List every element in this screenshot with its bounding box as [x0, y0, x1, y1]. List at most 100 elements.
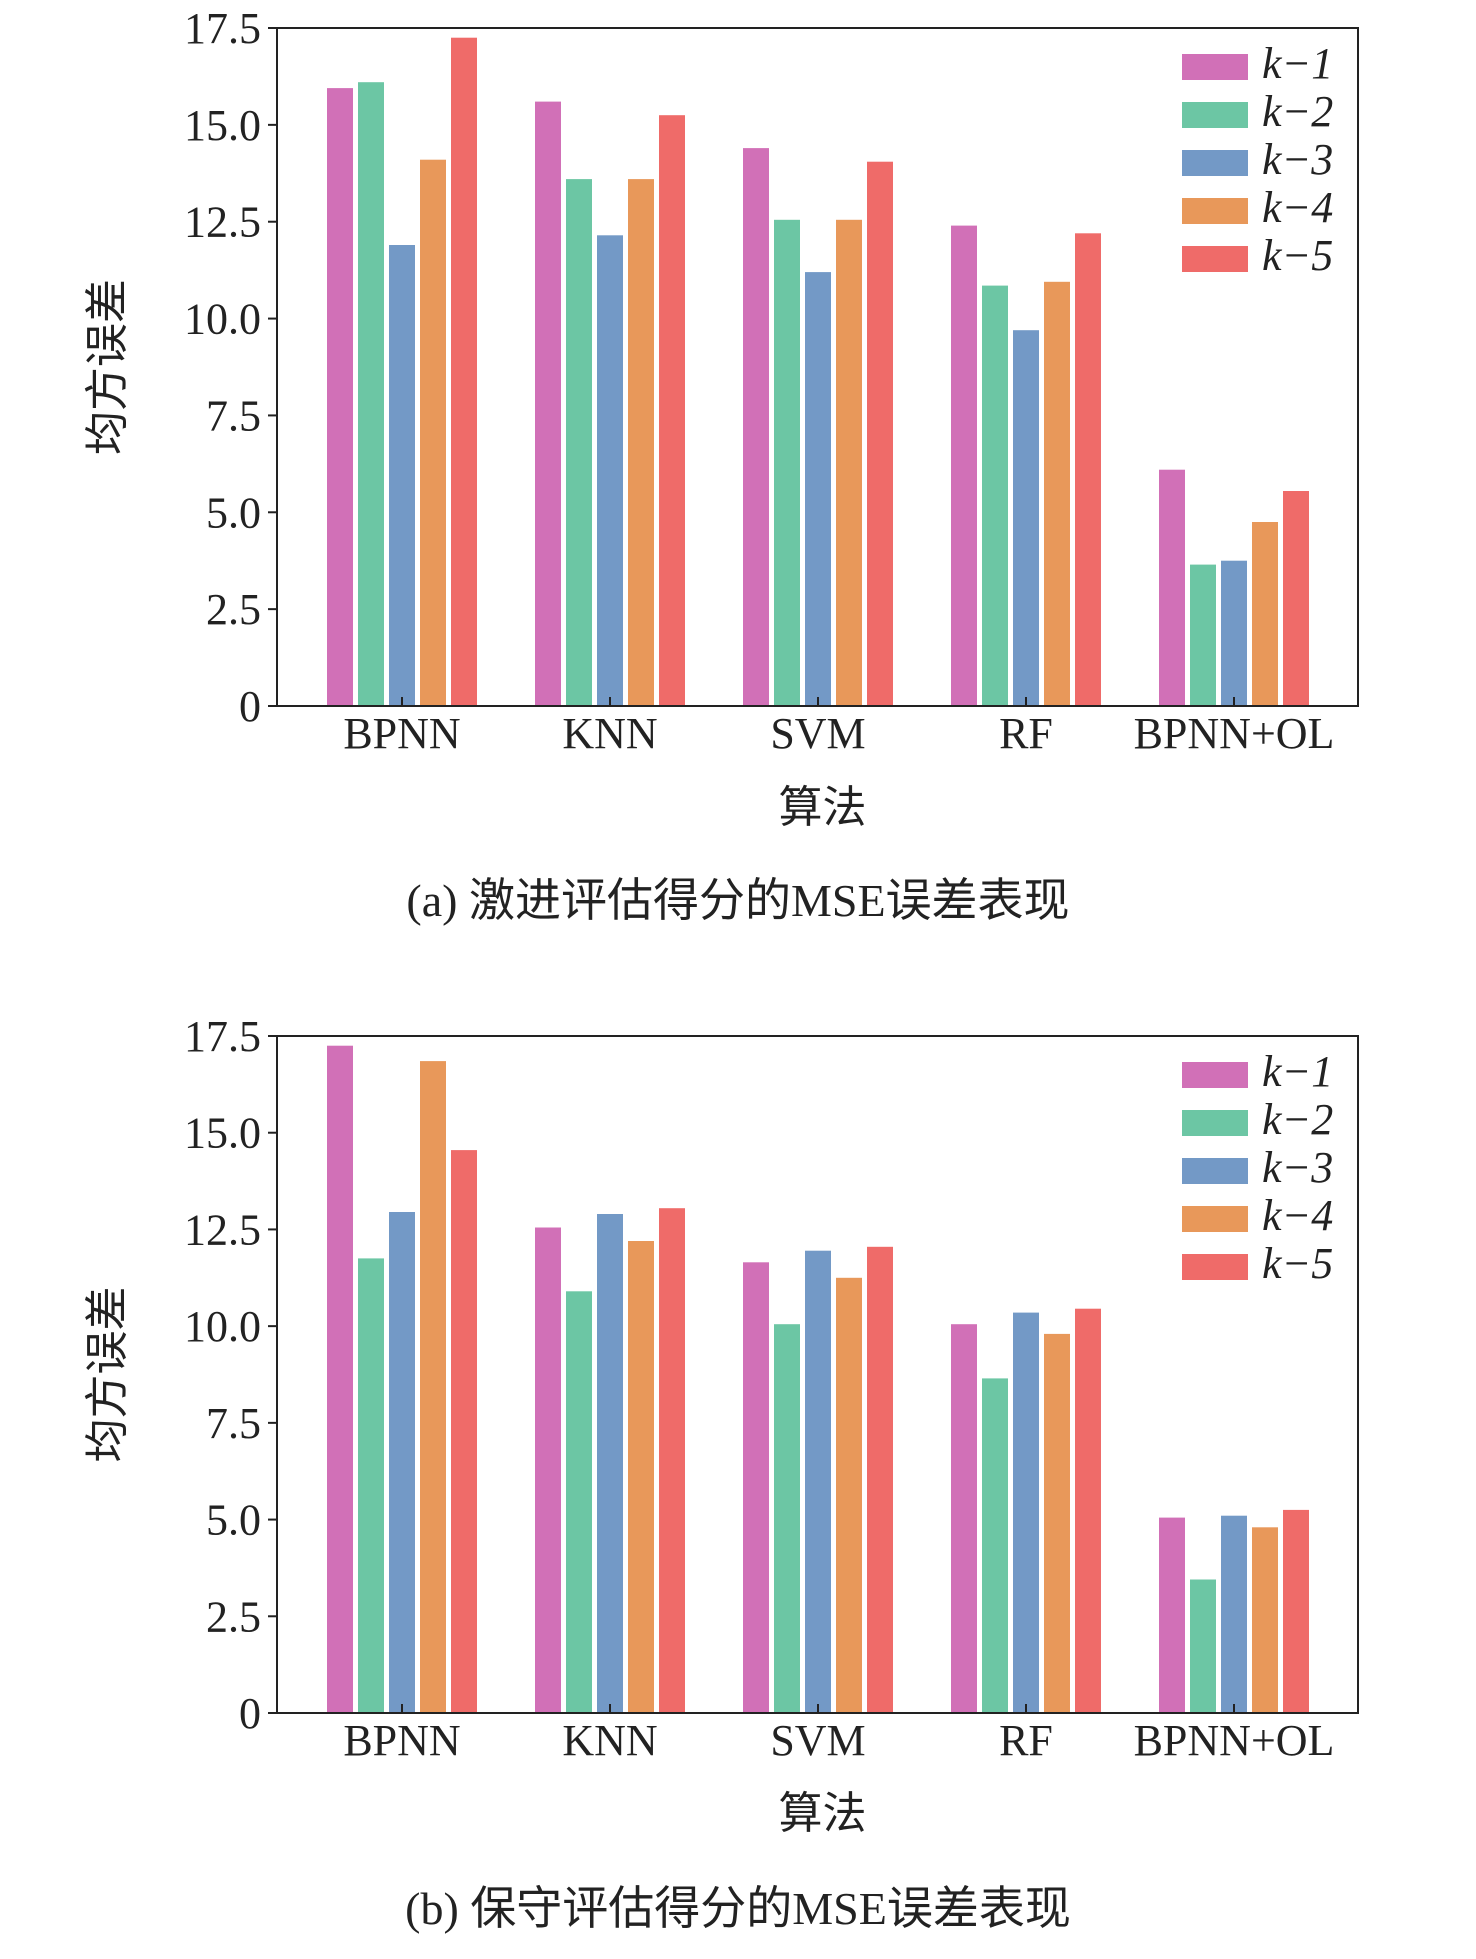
legend-swatch: [1182, 1062, 1248, 1088]
bar-bpnn-ol-5: [1283, 1509, 1309, 1713]
chart-caption: (a) 激进评估得分的MSE误差表现: [406, 875, 1069, 926]
x-tick-label: KNN: [562, 1716, 657, 1765]
bar-rf-3: [1013, 330, 1039, 706]
legend-swatch: [1182, 246, 1248, 272]
bar-knn-5: [659, 1208, 685, 1713]
bar-rf-1: [951, 225, 977, 706]
y-tick-label: 12.5: [184, 198, 261, 247]
bar-knn-3: [597, 235, 623, 707]
legend-label: k−3: [1262, 1143, 1333, 1192]
bar-svm-2: [774, 219, 800, 707]
legend: k−1k−2k−3k−4k−5: [1182, 1047, 1333, 1288]
bar-bpnn-ol-3: [1221, 560, 1247, 706]
y-tick-label: 17.5: [184, 4, 261, 53]
bar-rf-1: [951, 1324, 977, 1713]
legend-label: k−4: [1262, 183, 1333, 232]
bar-bpnn-5: [451, 37, 477, 706]
x-tick-label: BPNN+OL: [1134, 709, 1335, 758]
bar-knn-4: [628, 1241, 654, 1713]
bar-svm-4: [836, 1277, 862, 1713]
bar-knn-4: [628, 179, 654, 707]
x-tick-label: KNN: [562, 709, 657, 758]
x-tick-label: BPNN: [343, 709, 460, 758]
bar-svm-5: [867, 1246, 893, 1713]
y-tick-label: 0: [239, 1689, 261, 1738]
y-tick-label: 2.5: [206, 1592, 261, 1641]
bar-rf-2: [982, 1378, 1008, 1713]
legend-swatch: [1182, 150, 1248, 176]
legend-swatch: [1182, 102, 1248, 128]
bar-knn-2: [566, 179, 592, 707]
chart-panel-b: 0 2.5 5.0 7.5 10.0 12.5 15.0 17.5 BPNN KNN SVM RF BP…: [83, 1012, 1359, 1934]
bar-rf-5: [1075, 1308, 1101, 1713]
bar-bpnn-ol-3: [1221, 1515, 1247, 1713]
x-axis-title: 算法: [779, 1789, 867, 1838]
legend-label: k−1: [1262, 1047, 1333, 1096]
bar-bpnn-ol-1: [1159, 1517, 1185, 1713]
bar-rf-4: [1044, 281, 1070, 706]
x-tick-label: SVM: [770, 1716, 865, 1765]
bar-bpnn-ol-2: [1190, 1579, 1216, 1713]
y-tick-label: 5.0: [206, 1496, 261, 1545]
bar-bpnn-4: [420, 159, 446, 706]
y-tick-label: 10.0: [184, 295, 261, 344]
legend-label: k−5: [1262, 1239, 1333, 1288]
bar-svm-1: [743, 1262, 769, 1713]
bar-rf-3: [1013, 1312, 1039, 1713]
chart-panel-a: 0 2.5 5.0 7.5 10.0 12.5 15.0 17.5 BPNN KNN SVM RF BP…: [83, 4, 1359, 926]
legend: k−1k−2k−3k−4k−5: [1182, 39, 1333, 280]
legend-label: k−2: [1262, 1095, 1333, 1144]
bar-svm-5: [867, 161, 893, 706]
bar-svm-3: [805, 272, 831, 706]
bar-bpnn-ol-4: [1252, 1527, 1278, 1713]
bar-bpnn-1: [327, 88, 353, 707]
legend-label: k−5: [1262, 231, 1333, 280]
bar-rf-5: [1075, 233, 1101, 707]
y-tick-label: 0: [239, 682, 261, 731]
x-axis-title: 算法: [779, 783, 867, 832]
bar-knn-2: [566, 1291, 592, 1713]
bar-svm-1: [743, 148, 769, 707]
bar-knn-1: [535, 101, 561, 707]
bar-bpnn-5: [451, 1150, 477, 1713]
x-tick-label: BPNN+OL: [1134, 1716, 1335, 1765]
bar-bpnn-4: [420, 1061, 446, 1713]
y-tick-label: 17.5: [184, 1012, 261, 1061]
bar-rf-2: [982, 285, 1008, 706]
bar-bpnn-ol-1: [1159, 469, 1185, 706]
bar-knn-5: [659, 115, 685, 706]
y-tick-label: 2.5: [206, 585, 261, 634]
legend-label: k−2: [1262, 87, 1333, 136]
legend-swatch: [1182, 1110, 1248, 1136]
bar-knn-1: [535, 1227, 561, 1713]
bar-bpnn-2: [358, 1258, 384, 1713]
bar-bpnn-1: [327, 1045, 353, 1713]
bar-bpnn-ol-5: [1283, 491, 1309, 706]
y-tick-label: 7.5: [206, 391, 261, 440]
legend-label: k−4: [1262, 1191, 1333, 1240]
y-tick-label: 10.0: [184, 1302, 261, 1351]
y-tick-label: 15.0: [184, 101, 261, 150]
x-tick-label: RF: [999, 709, 1053, 758]
y-tick-label: 7.5: [206, 1399, 261, 1448]
x-tick-label: BPNN: [343, 1716, 460, 1765]
bar-bpnn-ol-4: [1252, 522, 1278, 706]
y-tick-label: 12.5: [184, 1205, 261, 1254]
legend-swatch: [1182, 1206, 1248, 1232]
legend-swatch: [1182, 198, 1248, 224]
bar-bpnn-3: [389, 1212, 415, 1713]
bar-bpnn-ol-2: [1190, 564, 1216, 706]
bar-svm-3: [805, 1250, 831, 1713]
bar-bpnn-2: [358, 82, 384, 706]
legend-swatch: [1182, 1254, 1248, 1280]
legend-swatch: [1182, 54, 1248, 80]
bar-bpnn-3: [389, 245, 415, 706]
y-tick-label: 5.0: [206, 488, 261, 537]
bar-svm-4: [836, 219, 862, 707]
y-axis-title: 均方误差: [83, 279, 132, 455]
legend-label: k−3: [1262, 135, 1333, 184]
y-axis-title: 均方误差: [83, 1287, 132, 1463]
x-tick-label: RF: [999, 1716, 1053, 1765]
legend-swatch: [1182, 1158, 1248, 1184]
